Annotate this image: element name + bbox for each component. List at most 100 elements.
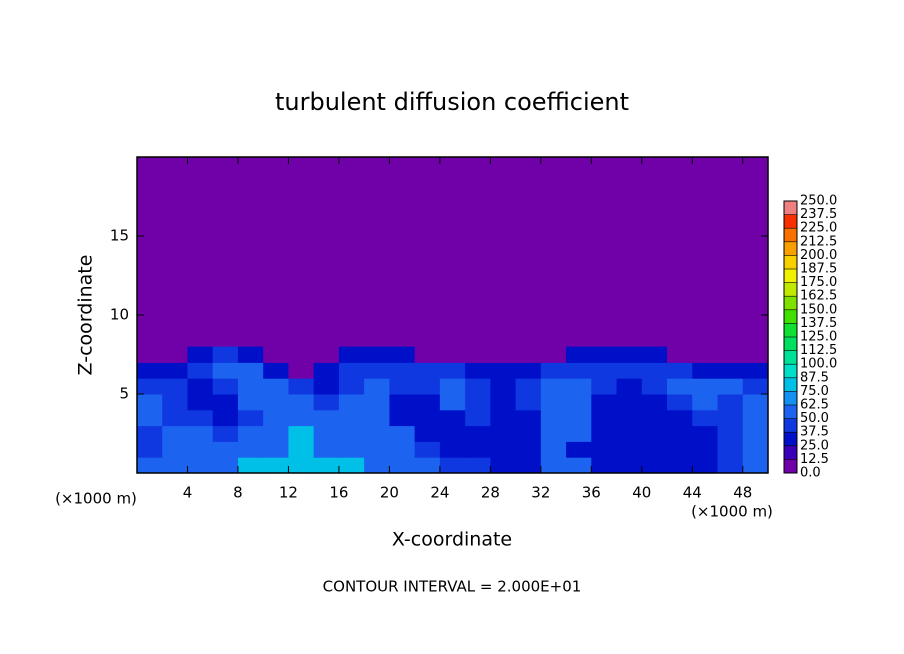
field-cell [162,409,188,427]
x-tick-label: 20 [380,484,399,502]
chart-title: turbulent diffusion coefficient [275,88,629,116]
field-cell [490,362,517,379]
field-cell [692,457,719,474]
field-cell [717,362,744,379]
field-cell [439,409,466,427]
field-cell [742,346,769,363]
field-cell [162,425,188,442]
field-cell [288,409,315,427]
field-cell [667,425,693,442]
field-cell [490,378,517,395]
field-cell [566,362,592,379]
colorbar-swatch [784,323,797,337]
field-cell [515,457,542,474]
field-cell [338,346,365,363]
field-cell [742,441,769,458]
field-cell [237,441,264,458]
field-cell [137,362,163,379]
field-cell [742,394,769,411]
field-cell [212,441,239,458]
colorbar-label: 112.5 [800,343,837,358]
field-cell [465,441,491,458]
colorbar-label: 175.0 [800,275,837,290]
x-tick-label: 40 [632,484,651,502]
field-cell [465,457,491,474]
field-cell [389,457,416,474]
field-cell [162,441,188,458]
x-tick-label: 12 [279,484,298,502]
field-cell [439,457,466,474]
field-cell [389,409,416,427]
colorbar-swatch [784,445,797,460]
field-cell [187,394,214,411]
field-cell [237,346,264,363]
field-cell [187,378,214,395]
field-cell [641,362,668,379]
field-cell [667,394,693,411]
field-cell [288,362,315,379]
field-cell [490,394,517,411]
field-cell [717,409,744,427]
field-cell [187,457,214,474]
field-cell [742,409,769,427]
field-cell [515,409,542,427]
y-unit-label: (×1000 m) [55,490,137,508]
field-cell [414,394,441,411]
colorbar-label: 75.0 [800,384,829,399]
field-cell [162,378,188,395]
field-cell [338,409,365,427]
y-tick-label: 15 [110,227,129,245]
field-cell [616,409,643,427]
x-tick-label: 32 [531,484,550,502]
field-cell [616,394,643,411]
field-cell [414,441,441,458]
field-cell [616,378,643,395]
x-tick-label: 16 [329,484,348,502]
field-cell [212,457,239,474]
field-cell [490,425,517,442]
colorbar-label: 162.5 [800,289,837,304]
field-cell [137,394,163,411]
field-cell [414,346,441,363]
field-cell [591,441,618,458]
field-cell [364,378,390,395]
field-cell [566,441,592,458]
field-cell [616,441,643,458]
field-cell [389,362,416,379]
field-cell [414,362,441,379]
field-cell [591,425,618,442]
field-cell [237,362,264,379]
field-cell [237,457,264,474]
colorbar-label: 125.0 [800,330,837,345]
colorbar-swatch [784,228,797,242]
colorbar-label: 100.0 [800,357,837,372]
x-axis-label: X-coordinate [392,529,512,551]
field-cell [288,346,315,363]
colorbar-swatch [784,418,797,433]
field-cell [641,409,668,427]
field-cell [137,425,163,442]
colorbar-label: 25.0 [800,438,829,453]
colorbar-swatch [784,309,797,324]
field-cell [439,441,466,458]
field-cell [667,457,693,474]
field-cell [313,378,340,395]
colorbar-swatch [784,432,797,446]
field-cell [591,378,618,395]
field-cell [187,425,214,442]
field-cell [364,425,390,442]
field-cell [667,441,693,458]
field-cell [414,409,441,427]
field-cell [641,457,668,474]
field-cell [641,346,668,363]
field-cell [717,346,744,363]
x-tick-label: 28 [481,484,500,502]
field-cell [162,457,188,474]
field-cell [288,441,315,458]
field-cell [540,394,567,411]
field-cell [692,346,719,363]
colorbar-swatch [784,255,797,269]
field-cell [212,378,239,395]
field-cell [212,394,239,411]
field-cell [465,346,491,363]
